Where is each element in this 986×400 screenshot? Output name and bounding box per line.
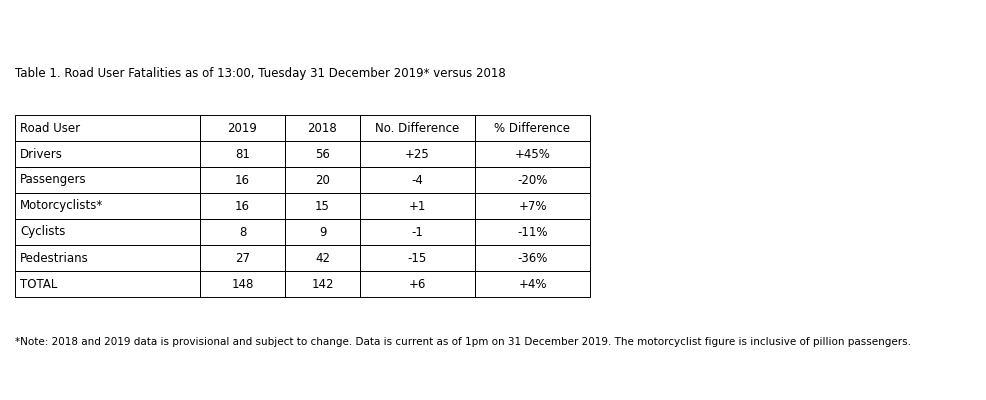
Text: 27: 27 [235,252,250,264]
Bar [200,193,285,219]
Text: 56: 56 [316,148,330,160]
Text: Table 1. Road User Fatalities as of 13:00, Tuesday 31 December 2019* versus 2018: Table 1. Road User Fatalities as of 13:0… [15,67,506,80]
Text: % Difference: % Difference [495,122,571,134]
Text: -20%: -20% [518,174,547,186]
Text: 15: 15 [316,200,330,212]
Bar [15,271,200,297]
Bar [285,193,360,219]
Bar [360,167,475,193]
Bar [360,271,475,297]
Bar [475,115,590,141]
Text: Drivers: Drivers [20,148,63,160]
Text: *Note: 2018 and 2019 data is provisional and subject to change. Data is current : *Note: 2018 and 2019 data is provisional… [15,337,911,347]
Text: Cyclists: Cyclists [20,226,65,238]
Text: +45%: +45% [515,148,550,160]
Bar [285,141,360,167]
Text: 2019: 2019 [228,122,257,134]
Bar [360,219,475,245]
Text: 2018: 2018 [308,122,337,134]
Text: 9: 9 [318,226,326,238]
Bar [200,167,285,193]
Text: Road User: Road User [20,122,80,134]
Bar [475,141,590,167]
Text: -15: -15 [408,252,427,264]
Bar [200,141,285,167]
Bar [15,141,200,167]
Bar [15,115,200,141]
Text: -36%: -36% [518,252,547,264]
Text: No. Difference: No. Difference [376,122,459,134]
Bar [285,219,360,245]
Text: 142: 142 [312,278,333,290]
Bar [285,115,360,141]
Text: +1: +1 [409,200,426,212]
Bar [285,167,360,193]
Bar [475,271,590,297]
Bar [475,245,590,271]
Bar [360,193,475,219]
Bar [15,167,200,193]
Text: 42: 42 [315,252,330,264]
Text: TOTAL: TOTAL [20,278,57,290]
Bar [475,193,590,219]
Text: 16: 16 [235,200,250,212]
Text: -11%: -11% [518,226,548,238]
Bar [15,245,200,271]
Text: -1: -1 [411,226,423,238]
Bar [15,219,200,245]
Text: +6: +6 [409,278,426,290]
Bar [360,141,475,167]
Bar [475,219,590,245]
Text: Pedestrians: Pedestrians [20,252,89,264]
Text: 16: 16 [235,174,250,186]
Text: 8: 8 [239,226,246,238]
Text: Passengers: Passengers [20,174,87,186]
Bar [360,245,475,271]
Bar [200,219,285,245]
Text: Motorcyclists*: Motorcyclists* [20,200,104,212]
Text: 148: 148 [232,278,253,290]
Bar [360,115,475,141]
Bar [200,115,285,141]
Bar [285,271,360,297]
Bar [285,245,360,271]
Text: -4: -4 [411,174,423,186]
Text: 20: 20 [316,174,330,186]
Bar [200,245,285,271]
Bar [200,271,285,297]
Text: +25: +25 [405,148,430,160]
Bar [475,167,590,193]
Bar [15,193,200,219]
Text: +7%: +7% [519,200,547,212]
Text: 81: 81 [235,148,249,160]
Text: +4%: +4% [519,278,547,290]
